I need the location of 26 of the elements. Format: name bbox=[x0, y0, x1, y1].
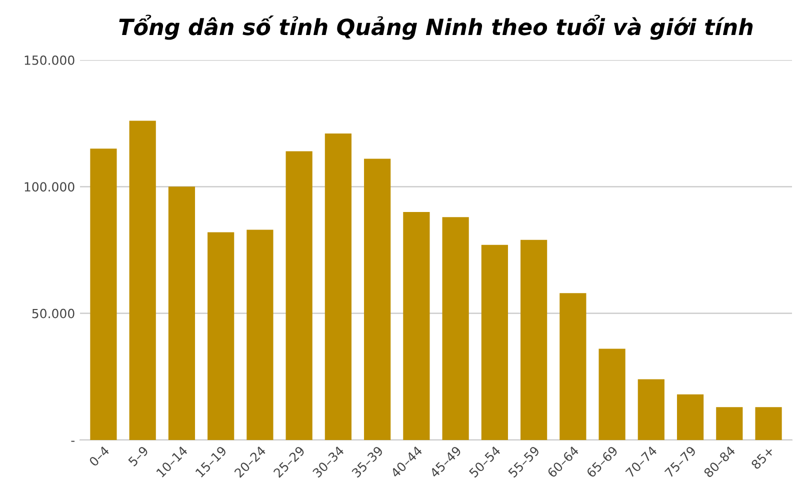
bar bbox=[520, 240, 548, 440]
bar bbox=[442, 217, 469, 440]
bar bbox=[90, 148, 117, 440]
y-tick-label: 100.000 bbox=[24, 182, 74, 192]
bar bbox=[560, 293, 586, 440]
bar bbox=[246, 230, 274, 440]
bar bbox=[755, 407, 782, 440]
bar bbox=[716, 407, 743, 440]
bar bbox=[481, 244, 508, 440]
bar bbox=[208, 232, 234, 440]
bar bbox=[129, 120, 156, 440]
x-tick-label: 85+ bbox=[750, 446, 774, 470]
bar bbox=[324, 133, 352, 440]
bar bbox=[286, 151, 312, 440]
bar bbox=[364, 158, 391, 440]
bar bbox=[638, 379, 664, 440]
bar bbox=[676, 394, 704, 440]
y-tick-label: 50.000 bbox=[32, 308, 74, 318]
x-tick-label: 5–9 bbox=[128, 446, 149, 467]
y-tick-label: - bbox=[71, 440, 75, 442]
bar bbox=[403, 212, 430, 440]
x-tick-label: 0–4 bbox=[88, 446, 110, 467]
y-tick-label: 150.000 bbox=[24, 55, 74, 65]
bar bbox=[598, 348, 626, 440]
bar bbox=[168, 186, 196, 440]
chart-title: Tổng dân số tỉnh Quảng Ninh theo tuổi và giới tính bbox=[119, 14, 753, 40]
